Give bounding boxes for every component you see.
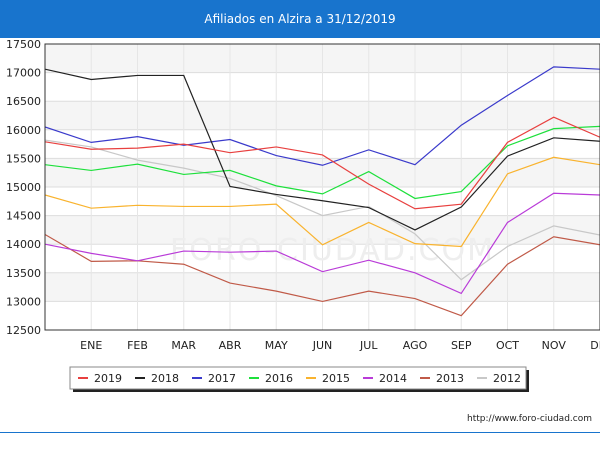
series-line-2015 [45,156,600,248]
y-tick-label: 17500 [6,38,41,51]
y-tick-label: 13000 [6,295,41,308]
y-tick-label: 15000 [6,181,41,194]
line-chart: 12500 13000 13500 14000 14500 15000 15500 16000… [6,38,600,392]
legend-label: 2019 [94,372,122,385]
series-line-2016 [45,125,600,200]
chart-title: Afiliados en Alzira a 31/12/2019 [204,12,396,26]
y-tick-label: 17000 [6,67,41,80]
series-line-2017 [45,66,600,166]
watermark: FORO-CIUDAD.COM [170,233,495,268]
y-tick-label: 16000 [6,124,41,137]
x-tick-label: SEP [451,339,472,352]
y-tick-label: 14000 [6,238,41,251]
chart-header: Afiliados en Alzira a 31/12/2019 [0,0,600,38]
series-line-2014 [45,192,600,295]
series-line-2019 [45,116,600,210]
x-tick-label: ABR [219,339,242,352]
legend-label: 2015 [322,372,350,385]
x-tick-label: AGO [403,339,428,352]
source-url[interactable]: http://www.foro-ciudad.com [467,414,592,424]
series-line-2012 [45,139,600,281]
x-tick-label: JUN [312,339,333,352]
x-tick-label: MAR [171,339,196,352]
bottom-divider [0,432,600,433]
y-tick-label: 16500 [6,95,41,108]
x-tick-label: FEB [127,339,148,352]
legend-label: 2017 [208,372,236,385]
x-tick-label: DIC [590,339,600,352]
legend-label: 2016 [265,372,293,385]
x-tick-label: NOV [542,339,567,352]
y-tick-label: 14500 [6,210,41,223]
x-tick-label: OCT [496,339,519,352]
legend-label: 2013 [436,372,464,385]
legend-box [69,366,527,390]
y-tick-label: 15500 [6,152,41,165]
x-tick-label: ENE [80,339,102,352]
y-tick-label: 12500 [6,324,41,337]
plot-frame [44,43,600,331]
x-tick-label: JUL [359,339,378,352]
legend-label: 2012 [493,372,521,385]
series-line-2018 [45,68,600,231]
legend-label: 2014 [379,372,407,385]
legend-label: 2018 [151,372,179,385]
y-tick-label: 13500 [6,267,41,280]
x-tick-label: MAY [265,339,288,352]
